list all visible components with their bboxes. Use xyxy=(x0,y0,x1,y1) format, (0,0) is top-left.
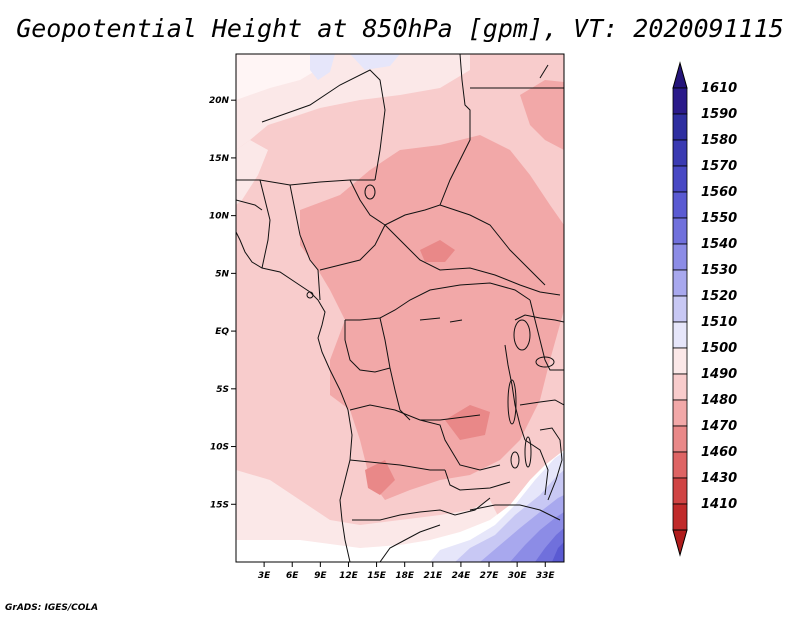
lat-label: 20N xyxy=(209,96,230,106)
lat-label: 5N xyxy=(215,269,229,279)
map-frame xyxy=(235,53,565,563)
colorbar-swatch xyxy=(672,113,688,141)
colorbar-top-arrow xyxy=(672,61,688,89)
lon-axis: 3E 6E 9E 12E 15E 18E 21E 24E 27E 30E 33E xyxy=(258,562,556,581)
colorbar-swatch xyxy=(672,373,688,401)
colorbar-swatch xyxy=(672,139,688,167)
lat-label: 10N xyxy=(209,212,230,222)
field-band-1480-central xyxy=(300,135,564,500)
lon-label: 24E xyxy=(452,571,472,581)
lat-label: 15N xyxy=(209,154,230,164)
lon-label: 18E xyxy=(395,571,415,581)
colorbar-label: 1510 xyxy=(701,315,737,330)
colorbar-label: 1470 xyxy=(701,419,737,434)
colorbar-label: 1490 xyxy=(701,367,737,382)
colorbar-label: 1500 xyxy=(701,341,737,356)
lon-label: 12E xyxy=(339,571,359,581)
lon-label: 33E xyxy=(536,571,556,581)
colorbar-label: 1580 xyxy=(701,133,737,148)
colorbar-swatch xyxy=(672,321,688,349)
lon-label: 27E xyxy=(480,571,500,581)
colorbar-swatch xyxy=(672,269,688,297)
lat-label: 10S xyxy=(210,443,229,453)
colorbar-label: 1610 xyxy=(701,81,737,96)
chart-title: Geopotential Height at 850hPa [gpm], VT:… xyxy=(16,14,784,43)
colorbar-label: 1460 xyxy=(701,445,737,460)
colorbar-swatch xyxy=(672,87,688,115)
lon-label: 15E xyxy=(367,571,387,581)
field-band-1470-b xyxy=(445,405,490,440)
field-band-1520-top2 xyxy=(350,54,400,70)
colorbar-swatch xyxy=(672,191,688,219)
colorbar-label: 1590 xyxy=(701,107,737,122)
field-band-1570 xyxy=(552,542,564,562)
colorbar-label: 1540 xyxy=(701,237,737,252)
field-band-1480-ne xyxy=(520,80,564,150)
colorbar-swatch xyxy=(672,243,688,271)
lat-label: EQ xyxy=(215,327,229,337)
colorbar-swatch xyxy=(672,451,688,479)
lon-label: 6E xyxy=(286,571,299,581)
lon-label: 30E xyxy=(508,571,528,581)
lat-label: 15S xyxy=(210,500,229,510)
colorbar-swatch xyxy=(672,165,688,193)
colorbar-swatch xyxy=(672,347,688,375)
lat-label: 5S xyxy=(216,385,229,395)
colorbar-label: 1560 xyxy=(701,185,737,200)
colorbar-label: 1570 xyxy=(701,159,737,174)
colorbar-swatch xyxy=(672,477,688,505)
colorbar-swatch xyxy=(672,295,688,323)
field-band-1470-a xyxy=(420,240,455,262)
grads-credit: GrADS: IGES/COLA xyxy=(5,603,99,613)
country-borders xyxy=(236,54,564,562)
colorbar-label: 1410 xyxy=(701,497,737,512)
colorbar-swatch xyxy=(672,217,688,245)
field-band-1520-top xyxy=(310,54,335,80)
colorbar-label: 1530 xyxy=(701,263,737,278)
lat-axis: 20N 15N 10N 5N EQ 5S 10S 15S xyxy=(209,96,236,510)
colorbar-label: 1430 xyxy=(701,471,737,486)
lon-label: 3E xyxy=(258,571,271,581)
colorbar-label: 1480 xyxy=(701,393,737,408)
colorbar-swatch xyxy=(672,425,688,453)
field-band-1500-west xyxy=(236,140,268,205)
colorbar-label: 1520 xyxy=(701,289,737,304)
lon-label: 21E xyxy=(423,571,443,581)
field-band-1470-c xyxy=(365,460,395,495)
field-band-1510-north xyxy=(236,54,330,100)
lon-label: 9E xyxy=(314,571,327,581)
colorbar-label: 1550 xyxy=(701,211,737,226)
colorbar-bottom-arrow xyxy=(672,529,688,557)
colorbar-swatch xyxy=(672,399,688,427)
height-field xyxy=(236,54,564,562)
colorbar-swatch xyxy=(672,503,688,531)
